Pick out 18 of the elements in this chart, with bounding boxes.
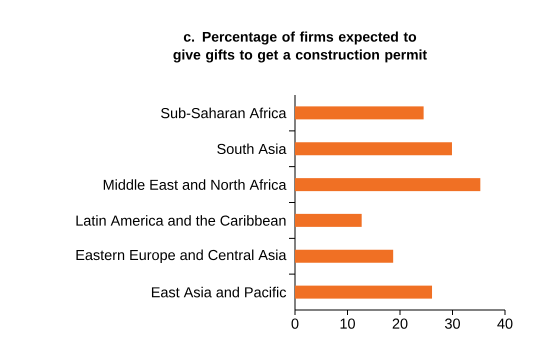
chart-title: c. Percentage of firms expected to give gifts to get a construction permit bbox=[173, 31, 427, 62]
y-tick-label: South Asia bbox=[217, 143, 286, 154]
x-tick-label: 10 bbox=[340, 318, 355, 329]
x-tick-label: 30 bbox=[445, 318, 460, 329]
bar bbox=[295, 106, 424, 120]
bar bbox=[295, 214, 362, 227]
bar bbox=[295, 286, 432, 299]
y-tick-label: Middle East and North Africa bbox=[104, 179, 286, 190]
bar bbox=[295, 250, 394, 263]
x-tick-label: 40 bbox=[497, 318, 512, 329]
y-tick-label: Eastern Europe and Central Asia bbox=[76, 250, 286, 263]
bar bbox=[295, 178, 480, 192]
y-tick-label: East Asia and Pacific bbox=[152, 286, 286, 298]
x-tick-label: 0 bbox=[292, 318, 298, 329]
y-tick-label: Latin America and the Caribbean bbox=[76, 215, 286, 226]
bar bbox=[295, 142, 452, 156]
y-tick-label: Sub-Saharan Africa bbox=[161, 108, 286, 118]
x-tick-label: 20 bbox=[392, 318, 408, 329]
